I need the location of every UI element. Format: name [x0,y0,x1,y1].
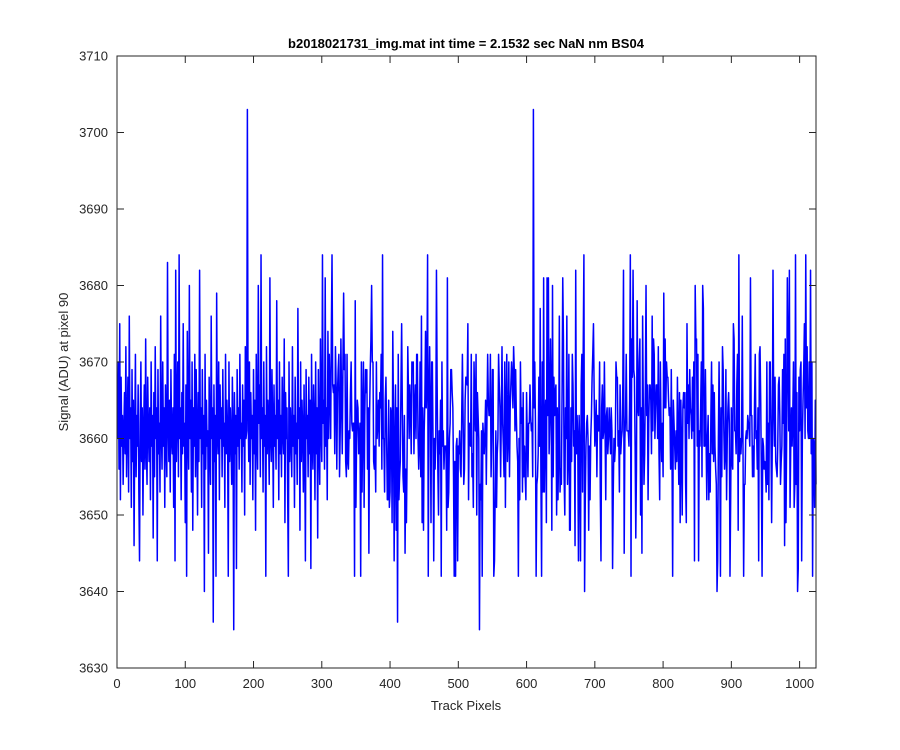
series-line [116,108,817,631]
y-tick-label: 3640 [79,584,108,599]
y-tick-label: 3630 [79,661,108,676]
x-tick-label: 800 [652,676,674,691]
x-tick-label: 900 [721,676,743,691]
x-tick-label: 200 [243,676,265,691]
y-tick-label: 3670 [79,355,108,370]
x-tick-label: 0 [113,676,120,691]
y-tick-label: 3660 [79,431,108,446]
chart-title: b2018021731_img.mat int time = 2.1532 se… [288,36,645,51]
y-tick-label: 3680 [79,278,108,293]
x-tick-label: 100 [174,676,196,691]
y-axis-label: Signal (ADU) at pixel 90 [56,293,71,432]
x-axis-label: Track Pixels [431,698,502,713]
plot-area: 0 100 200 300 400 500 600 700 800 900 1000 3630 364… [79,49,817,691]
y-tick-label: 3700 [79,125,108,140]
y-tick-label: 3650 [79,508,108,523]
x-axis-ticks: 0 100 200 300 400 500 600 700 800 900 1000 [113,56,814,691]
series-layer [116,108,817,631]
x-tick-label: 400 [379,676,401,691]
x-tick-label: 300 [311,676,333,691]
x-tick-label: 1000 [785,676,814,691]
y-tick-label: 3690 [79,202,108,217]
y-tick-label: 3710 [79,49,108,64]
x-tick-label: 500 [447,676,469,691]
x-tick-label: 600 [516,676,538,691]
x-tick-label: 700 [584,676,606,691]
y-axis-ticks: 3630 3640 3650 3660 3670 3680 3690 3700 3710 [79,49,816,676]
